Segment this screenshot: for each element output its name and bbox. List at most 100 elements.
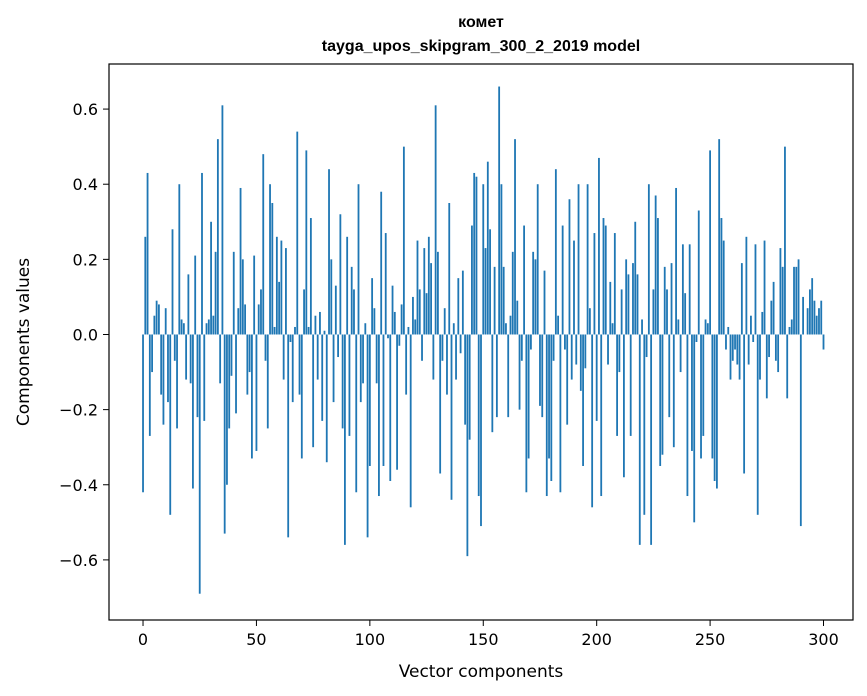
bar [291,334,294,403]
bar [253,255,256,335]
bar [307,326,310,335]
bar [216,139,219,335]
bar [541,334,544,418]
bar [452,323,455,335]
bar [747,334,750,365]
bar [464,334,467,425]
bar [761,311,764,335]
bar [602,218,605,335]
bar [502,266,505,335]
bar [774,334,777,361]
bar [271,203,274,335]
bar [532,251,535,335]
bar [591,334,594,508]
bar [239,187,242,335]
bar [196,334,199,418]
bar [155,300,158,335]
bar [273,326,276,335]
bar [657,218,659,335]
bar [477,334,480,497]
bar [545,334,548,497]
bar [441,334,444,361]
x-tick-label: 50 [246,630,266,649]
bar [716,334,718,489]
bar [192,334,194,489]
x-tick-label: 200 [581,630,612,649]
bar [632,263,634,335]
bar [616,334,618,436]
bar [319,311,321,335]
bar [459,334,462,354]
bar [303,289,305,335]
bar-series [142,86,825,594]
y-tick-label: 0.2 [73,250,98,269]
bar [355,334,358,493]
bar [536,184,539,335]
bar [484,248,487,335]
bar [185,334,188,380]
bar [493,266,496,335]
bar [613,233,616,335]
bar [334,285,337,335]
bar [348,334,351,436]
bar [491,334,494,433]
bar [566,334,569,425]
bar [654,195,657,335]
bar [171,229,174,335]
bar [473,172,476,335]
bar [809,289,811,335]
bar [285,248,287,335]
bar [750,315,752,335]
bar [514,139,516,335]
bar [595,334,598,421]
bar [688,244,691,335]
bar [643,334,646,515]
bar [650,334,653,545]
bar [820,300,823,335]
bar [756,334,759,515]
bar [727,326,730,335]
bar [371,278,374,335]
bar [754,244,757,335]
bar [151,334,153,373]
bar [425,293,428,335]
bar [598,157,600,335]
bar [797,259,800,335]
bar [423,248,426,335]
bar [505,323,507,335]
plot-frame [108,63,854,621]
bar [269,184,271,335]
bar [711,334,714,459]
bar [695,334,698,342]
bar [718,139,721,335]
bar [176,334,178,429]
bar [305,150,308,335]
bar [647,184,650,335]
bar [645,334,648,358]
bar [396,334,398,470]
bar [765,334,768,399]
bar [652,289,655,335]
bar [720,218,723,335]
bar [815,315,818,335]
bar [734,334,736,350]
bar [722,240,725,335]
bar [550,334,553,481]
bar [659,334,662,466]
bar [738,334,741,380]
bar [466,334,469,557]
bar [543,270,546,335]
bar [405,334,408,395]
bar [498,86,501,335]
bar [663,266,666,335]
x-axis-ticks: 0 50 100 150 200 250 300 [138,620,839,649]
bar [201,172,203,335]
bar [471,225,473,335]
bar [623,334,625,478]
bar [178,184,181,335]
bar [704,319,707,335]
bar [158,304,160,335]
y-tick-label: −0.2 [59,401,98,420]
bar [670,263,673,335]
